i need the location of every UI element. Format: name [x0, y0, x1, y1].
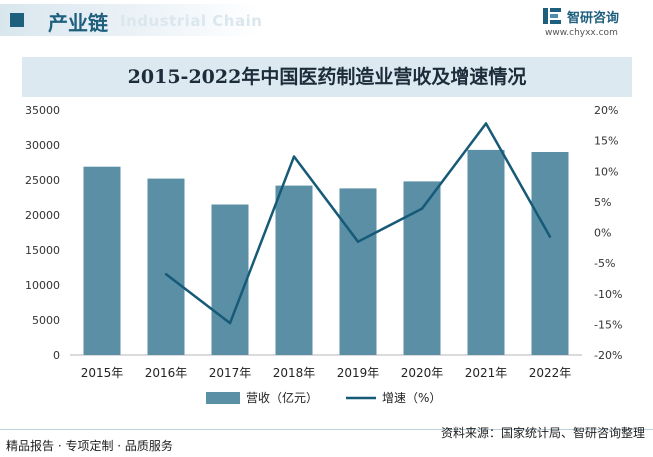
y-right-tick-label: 20%	[594, 104, 618, 117]
x-tick-label: 2019年	[337, 366, 380, 380]
line-growth-point	[228, 321, 232, 325]
chart-title: 2015-2022年中国医药制造业营收及增速情况	[127, 66, 527, 88]
y-left-tick-label: 25000	[25, 174, 60, 187]
y-left-tick-label: 35000	[25, 104, 60, 117]
section-watermark: Industrial Chain	[120, 12, 263, 30]
x-tick-label: 2022年	[529, 366, 572, 380]
y-left-tick-label: 10000	[25, 279, 60, 292]
x-tick-label: 2016年	[145, 366, 188, 380]
chart-title-box: 2015-2022年中国医药制造业营收及增速情况	[22, 57, 632, 97]
bar-revenue	[147, 178, 185, 355]
brand-logo-block: 智研咨询 www.chyxx.com	[543, 6, 643, 40]
bar-revenue	[83, 166, 121, 355]
y-right-tick-label: 0%	[594, 227, 611, 240]
y-right-tick-label: -5%	[594, 257, 615, 270]
bar-revenue	[275, 185, 313, 355]
bar-revenue	[531, 152, 569, 355]
bar-revenue	[211, 204, 249, 355]
header-bar	[0, 4, 260, 36]
footer-source: 资料来源：国家统计局、智研咨询整理	[440, 426, 645, 440]
legend-swatch-revenue	[206, 392, 240, 404]
y-left-tick-label: 20000	[25, 209, 60, 222]
x-tick-label: 2021年	[465, 366, 508, 380]
y-right-tick-label: -10%	[594, 288, 622, 301]
y-right-tick-label: 5%	[594, 196, 611, 209]
legend-label-revenue: 营收（亿元）	[246, 390, 318, 405]
y-right-tick-label: 10%	[594, 165, 618, 178]
header-marker-icon	[10, 13, 24, 27]
bar-revenue	[339, 188, 377, 355]
brand-url: www.chyxx.com	[545, 28, 618, 38]
section-title: 产业链	[48, 11, 108, 35]
header: 产业链 Industrial Chain 智研咨询 www.chyxx.com	[0, 0, 653, 42]
brand-name: 智研咨询	[567, 11, 620, 26]
line-growth-point	[420, 207, 424, 210]
line-growth-point	[164, 272, 168, 276]
y-left-tick-label: 5000	[32, 314, 60, 327]
x-tick-label: 2020年	[401, 366, 444, 380]
legend-label-growth: 增速（%）	[382, 391, 441, 405]
y-left-tick-label: 0	[53, 349, 60, 362]
y-left-tick-label: 15000	[25, 244, 60, 257]
line-growth-point	[548, 235, 552, 238]
y-right-tick-label: 15%	[594, 135, 618, 148]
brand-logo-icon	[543, 8, 561, 24]
x-tick-label: 2015年	[81, 366, 124, 380]
y-right-tick-label: -20%	[594, 349, 622, 362]
line-growth-point	[356, 240, 360, 243]
x-tick-label: 2017年	[209, 366, 252, 380]
y-right-tick-label: -15%	[594, 318, 622, 331]
y-left-tick-label: 30000	[25, 139, 60, 152]
line-growth-point	[292, 155, 296, 158]
footer-slogan: 精品报告 · 专项定制 · 品质服务	[6, 439, 173, 453]
footer-divider	[0, 429, 653, 430]
bar-revenue	[403, 181, 441, 355]
bar-revenue	[467, 149, 505, 355]
line-growth-point	[484, 122, 488, 125]
x-tick-label: 2018年	[273, 366, 316, 380]
